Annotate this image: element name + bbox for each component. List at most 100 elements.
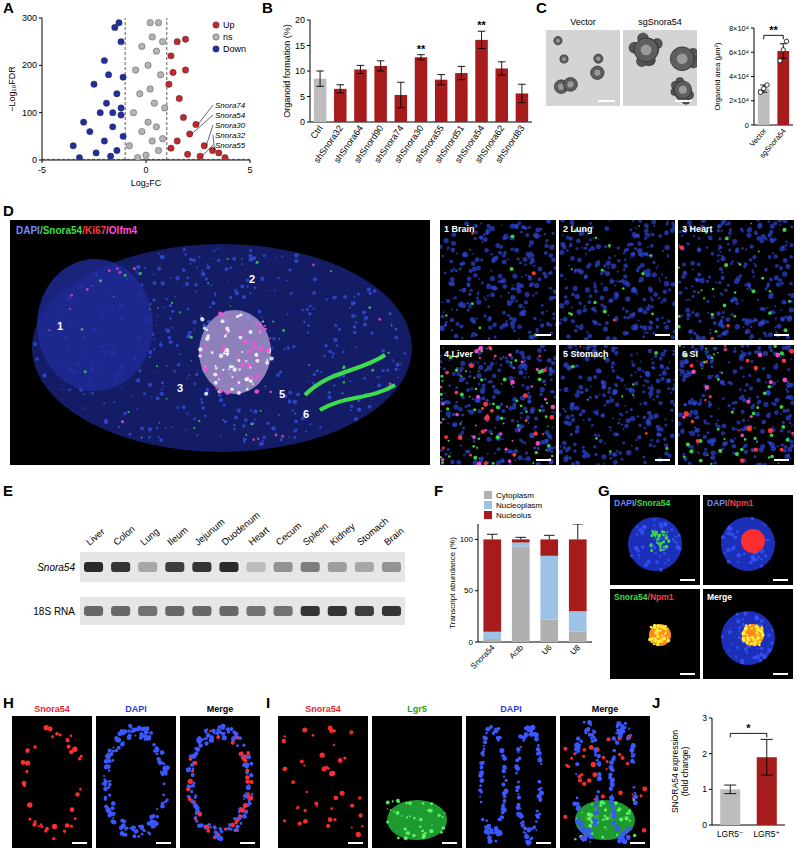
speck — [775, 317, 777, 319]
speck — [307, 324, 310, 327]
speck — [564, 300, 569, 305]
speck — [663, 289, 668, 294]
speck — [207, 282, 209, 284]
bars — [758, 39, 789, 125]
speck — [507, 300, 510, 303]
speck — [749, 320, 752, 323]
speck — [633, 289, 638, 294]
speck — [473, 440, 476, 443]
speck — [642, 335, 645, 338]
data-point — [143, 152, 149, 158]
speck — [201, 401, 204, 404]
speck — [713, 295, 715, 297]
speck — [270, 391, 272, 393]
speck — [477, 362, 479, 364]
speck — [571, 292, 575, 296]
speck — [651, 298, 654, 301]
error-bar — [337, 85, 345, 89]
speck — [240, 362, 245, 367]
speck — [697, 262, 701, 266]
speck — [747, 227, 752, 232]
speck — [540, 235, 542, 237]
speck — [266, 290, 268, 292]
speck — [463, 288, 465, 290]
bar — [475, 40, 488, 122]
speck — [206, 334, 210, 338]
speck — [258, 347, 263, 352]
speck — [492, 385, 496, 389]
speck — [225, 390, 229, 394]
speck — [485, 399, 488, 402]
speck — [473, 456, 477, 460]
speck — [790, 225, 793, 228]
speck — [264, 325, 266, 327]
speck — [250, 423, 253, 426]
speck — [149, 308, 151, 310]
speck — [623, 280, 628, 285]
speck — [517, 257, 520, 260]
panel-letter: D — [3, 202, 14, 219]
speck — [548, 450, 550, 452]
speck — [240, 284, 244, 288]
speck — [390, 322, 392, 324]
speck — [201, 270, 203, 272]
error-bar — [417, 57, 425, 60]
speck — [775, 331, 778, 334]
speck — [754, 264, 757, 267]
speck — [444, 324, 447, 327]
speck — [480, 222, 482, 224]
speck — [256, 373, 260, 377]
speck — [603, 309, 607, 313]
speck — [232, 367, 236, 371]
speck — [387, 352, 389, 354]
speck — [518, 455, 523, 460]
speck — [772, 252, 774, 254]
speck — [697, 291, 700, 294]
speck — [247, 363, 251, 367]
speck — [272, 321, 274, 323]
speck — [475, 334, 478, 337]
speck — [622, 287, 625, 290]
speck — [440, 393, 443, 396]
speck — [249, 379, 253, 383]
speck — [476, 447, 478, 449]
speck — [514, 288, 517, 291]
speck — [623, 274, 627, 278]
speck — [362, 311, 366, 315]
speck — [651, 220, 656, 224]
speck — [553, 266, 556, 270]
speck — [553, 289, 556, 294]
speck — [502, 356, 503, 357]
speck — [722, 311, 725, 314]
speck — [232, 257, 236, 261]
speck — [649, 288, 653, 292]
speck — [153, 348, 155, 350]
speck — [679, 245, 684, 250]
speck — [625, 331, 629, 335]
speck — [511, 234, 515, 238]
speck — [234, 416, 238, 420]
speck — [476, 399, 481, 404]
speck — [550, 450, 553, 453]
speck — [523, 307, 525, 309]
speck — [611, 264, 616, 269]
speck — [220, 319, 224, 323]
speck — [565, 286, 569, 290]
organoid-lumen — [677, 53, 688, 64]
speck — [773, 238, 776, 241]
speck — [171, 310, 174, 313]
leader-line — [206, 125, 213, 146]
speck — [521, 276, 523, 278]
data-point — [180, 114, 186, 120]
speck — [334, 324, 337, 327]
speck — [781, 300, 786, 305]
speck — [552, 245, 554, 247]
speck — [517, 324, 522, 329]
speck — [211, 351, 214, 354]
speck — [518, 370, 523, 375]
speck — [589, 238, 592, 241]
speck — [571, 319, 575, 323]
speck — [233, 428, 236, 431]
data-point — [114, 91, 120, 97]
annotation: Snora30 — [215, 121, 246, 130]
